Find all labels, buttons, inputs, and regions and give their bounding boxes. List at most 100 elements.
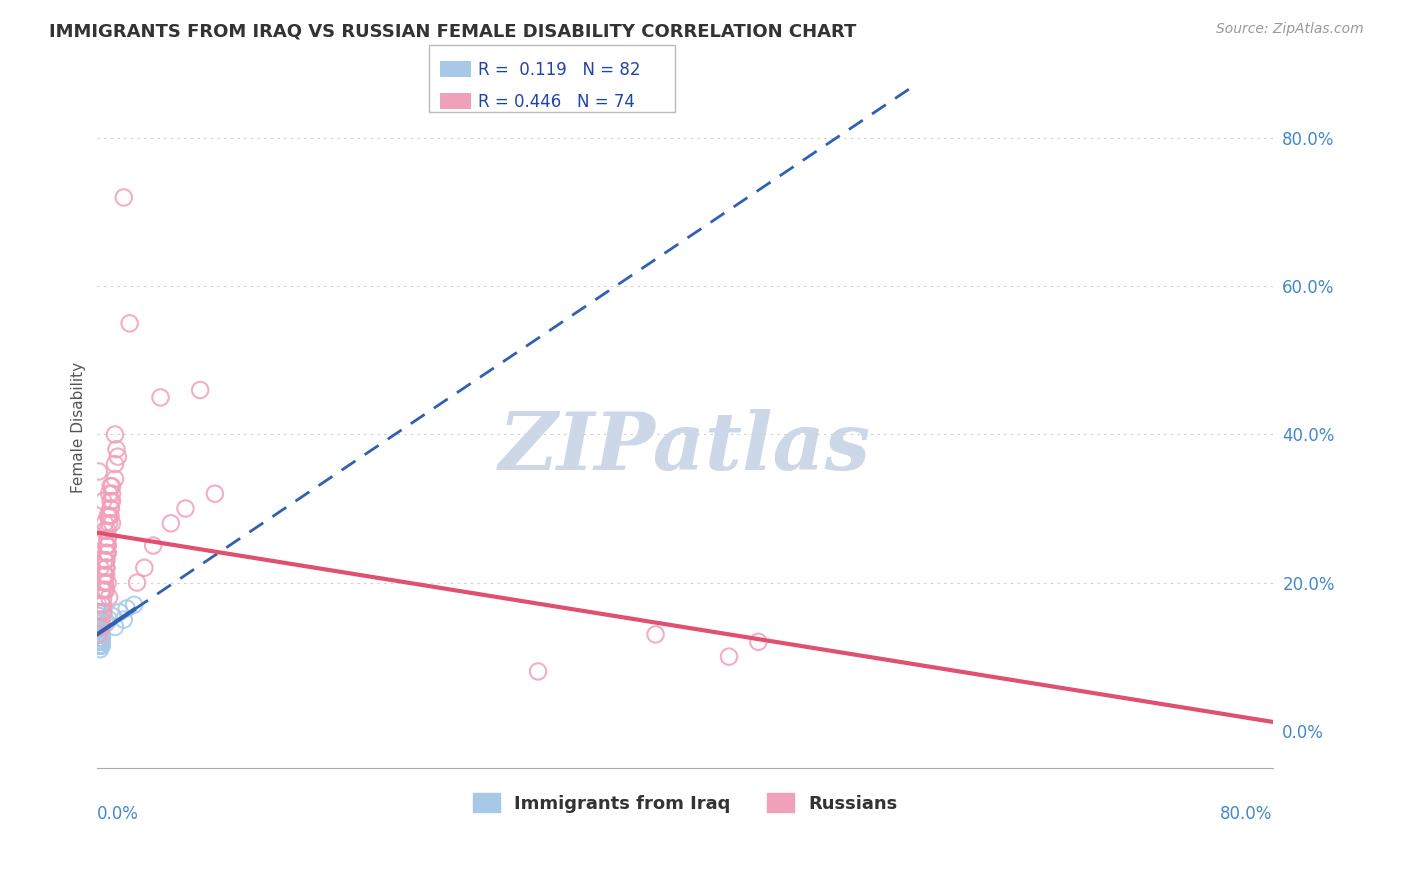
Point <box>89 639 111 653</box>
Point <box>89 624 111 638</box>
Point <box>87 635 110 649</box>
Point <box>93 575 115 590</box>
Point <box>91 605 114 619</box>
Point <box>91 582 114 597</box>
Point <box>89 631 111 645</box>
Point <box>89 635 111 649</box>
Point <box>90 639 112 653</box>
Point <box>108 605 131 619</box>
Text: 80.0%: 80.0% <box>1220 805 1272 823</box>
Point <box>89 627 111 641</box>
Point <box>89 627 111 641</box>
Point <box>89 624 111 638</box>
Point <box>90 631 112 645</box>
Point <box>89 631 111 645</box>
Point <box>87 627 110 641</box>
Point <box>87 616 110 631</box>
Point <box>87 635 110 649</box>
Point <box>89 635 111 649</box>
Point <box>97 524 120 538</box>
Point <box>91 598 114 612</box>
Point <box>90 598 112 612</box>
Point <box>97 531 120 545</box>
Point <box>149 391 172 405</box>
Point <box>90 631 112 645</box>
Point <box>90 631 112 645</box>
Point <box>87 605 110 619</box>
Point <box>96 553 118 567</box>
Point <box>87 635 110 649</box>
Point <box>89 627 111 641</box>
Point <box>90 635 112 649</box>
Point <box>115 601 138 615</box>
Point <box>96 616 118 631</box>
Text: R =  0.119   N = 82: R = 0.119 N = 82 <box>478 61 641 78</box>
Point <box>718 649 741 664</box>
Point <box>87 616 110 631</box>
Point <box>134 560 156 574</box>
Point <box>87 620 110 634</box>
Point <box>89 627 111 641</box>
Text: 0.0%: 0.0% <box>97 805 139 823</box>
Point <box>98 613 121 627</box>
Point <box>98 591 121 605</box>
Point <box>90 639 112 653</box>
Point <box>87 639 110 653</box>
Text: IMMIGRANTS FROM IRAQ VS RUSSIAN FEMALE DISABILITY CORRELATION CHART: IMMIGRANTS FROM IRAQ VS RUSSIAN FEMALE D… <box>49 22 856 40</box>
Point <box>97 539 120 553</box>
Point <box>527 665 550 679</box>
Point <box>89 627 111 641</box>
Point <box>100 508 122 523</box>
Point <box>89 631 111 645</box>
Point <box>90 631 112 645</box>
Point <box>90 605 112 619</box>
Point <box>104 620 127 634</box>
Point <box>204 486 226 500</box>
Point <box>159 516 181 531</box>
Point <box>87 620 110 634</box>
Point <box>93 568 115 582</box>
Point <box>87 620 110 634</box>
Point <box>93 582 115 597</box>
Point <box>89 627 111 641</box>
Point <box>87 627 110 641</box>
Point <box>89 620 111 634</box>
Point <box>644 627 666 641</box>
Point <box>97 531 120 545</box>
Point <box>101 516 124 531</box>
Point <box>89 624 111 638</box>
Point <box>125 575 148 590</box>
Point <box>89 624 111 638</box>
Point <box>89 560 111 574</box>
Point <box>93 553 115 567</box>
Legend: Immigrants from Iraq, Russians: Immigrants from Iraq, Russians <box>465 786 904 820</box>
Point <box>104 472 127 486</box>
Point <box>90 627 112 641</box>
Point <box>87 608 110 623</box>
Point <box>87 605 110 619</box>
Point <box>98 508 121 523</box>
Point <box>174 501 197 516</box>
Point <box>89 639 111 653</box>
Point <box>87 624 110 638</box>
Point <box>87 598 110 612</box>
Point <box>96 539 118 553</box>
Point <box>93 524 115 538</box>
Point <box>93 568 115 582</box>
Point <box>100 501 122 516</box>
Point <box>96 582 118 597</box>
Point <box>87 620 110 634</box>
Point <box>142 539 165 553</box>
Point <box>112 613 135 627</box>
Point <box>93 575 115 590</box>
Point <box>96 560 118 574</box>
Point <box>90 613 112 627</box>
Point <box>87 616 110 631</box>
Point <box>87 613 110 627</box>
Point <box>87 605 110 619</box>
Point <box>97 575 120 590</box>
Point <box>96 560 118 574</box>
Point <box>104 457 127 471</box>
Point <box>89 635 111 649</box>
Point <box>91 591 114 605</box>
